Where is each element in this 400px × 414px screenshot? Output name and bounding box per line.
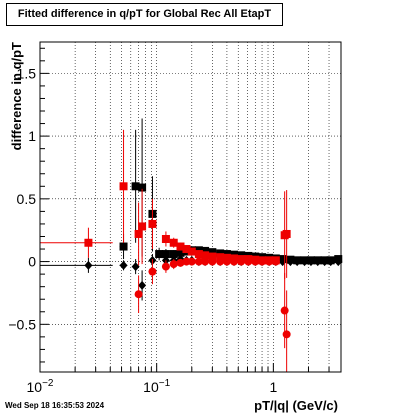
data-point-diamond <box>313 257 322 267</box>
y-tick-label: −0.5 <box>8 316 36 332</box>
data-point-square <box>84 238 93 247</box>
data-point-diamond <box>293 257 302 267</box>
data-point-circle <box>134 290 143 299</box>
data-point-square <box>131 182 140 191</box>
data-point-circle <box>282 330 291 339</box>
timestamp: Wed Sep 18 16:35:53 2024 <box>5 401 105 410</box>
data-point-circle <box>187 257 196 266</box>
data-point-circle <box>280 306 289 315</box>
data-point-diamond <box>286 257 295 267</box>
data-point-circle <box>265 257 274 266</box>
data-point-square <box>282 229 291 238</box>
data-point-square <box>161 250 170 259</box>
data-point-square <box>208 252 217 261</box>
data-point-circle <box>271 257 280 266</box>
y-axis-label: difference in q/pT <box>9 42 24 150</box>
y-tick-label: 1.5 <box>17 65 37 81</box>
data-point-square <box>216 253 225 262</box>
data-point-circle <box>201 257 210 266</box>
data-point-circle <box>244 257 253 266</box>
data-point-diamond <box>84 260 93 270</box>
data-point-circle <box>258 257 267 266</box>
data-point-circle <box>222 257 231 266</box>
data-point-circle <box>208 257 217 266</box>
data-point-circle <box>169 260 178 269</box>
data-point-circle <box>194 257 203 266</box>
x-tick-label: 10−2 <box>27 378 54 395</box>
data-point-diamond <box>334 257 343 267</box>
data-point-diamond <box>306 257 315 267</box>
data-point-square <box>201 246 210 255</box>
data-point-square <box>138 183 147 192</box>
data-point-square <box>187 247 196 256</box>
data-point-circle <box>251 257 260 266</box>
series-red-circles <box>134 257 291 372</box>
data-point-circle <box>148 267 157 276</box>
data-point-square <box>176 242 185 251</box>
y-tick-label: 0.5 <box>17 191 37 207</box>
data-point-diamond <box>300 257 309 267</box>
data-point-circle <box>230 257 239 266</box>
data-point-diamond <box>138 280 147 290</box>
axis-layer: −0.5 0 0.5 1 1.5 10−2 10−1 1 <box>8 47 330 395</box>
y-tick-label: 0 <box>28 254 36 270</box>
data-point-square <box>134 229 143 238</box>
y-tick-label: 1 <box>28 128 36 144</box>
data-point-square <box>169 250 178 259</box>
data-point-square <box>201 251 210 260</box>
x-tick-label: 10−1 <box>143 378 170 395</box>
chart-title-box: Fitted difference in q/pT for Global Rec… <box>6 3 283 26</box>
plot-frame <box>39 41 342 373</box>
chart-title: Fitted difference in q/pT for Global Rec… <box>17 8 272 20</box>
data-point-diamond <box>131 262 140 272</box>
data-point-square <box>176 248 185 257</box>
grid-layer <box>40 42 341 372</box>
data-point-diamond <box>326 257 335 267</box>
data-point-circle <box>216 257 225 266</box>
data-point-square <box>138 222 147 231</box>
x-axis-label: pT/|q| (GeV/c) <box>254 398 338 413</box>
data-point-square <box>119 242 128 251</box>
data-point-square <box>208 248 217 257</box>
data-point-square <box>194 250 203 259</box>
data-point-square <box>148 219 157 228</box>
data-point-circle <box>176 258 185 267</box>
data-point-square <box>169 238 178 247</box>
data-point-square <box>119 182 128 191</box>
data-point-square <box>155 250 164 259</box>
data-point-square <box>161 234 170 243</box>
data-point-circle <box>161 262 170 271</box>
data-point-square <box>182 245 191 254</box>
data-point-diamond <box>320 257 329 267</box>
series-layer <box>40 118 343 372</box>
data-point-circle <box>237 257 246 266</box>
data-point-diamond <box>119 260 128 270</box>
x-tick-label: 1 <box>269 379 277 395</box>
